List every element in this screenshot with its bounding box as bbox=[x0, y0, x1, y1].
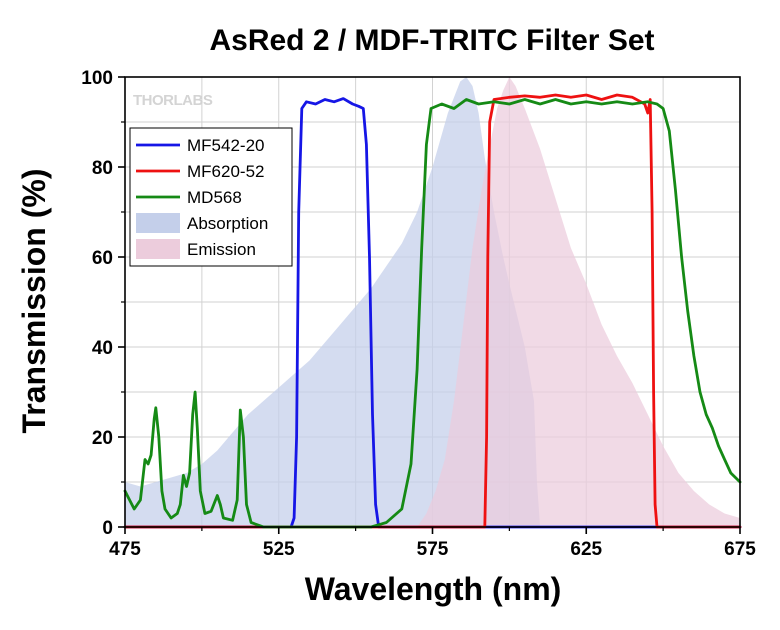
x-tick-label: 475 bbox=[109, 539, 141, 560]
area-absorption bbox=[125, 77, 740, 527]
thorlabs-logo: THORLABS bbox=[133, 92, 213, 109]
legend-label: MD568 bbox=[187, 188, 242, 207]
x-tick-label: 675 bbox=[724, 539, 756, 560]
legend-label: MF620-52 bbox=[187, 162, 264, 181]
y-tick-label: 80 bbox=[92, 158, 113, 179]
area-emission bbox=[417, 77, 740, 527]
legend-label: Absorption bbox=[187, 214, 268, 233]
x-tick-label: 575 bbox=[417, 539, 449, 560]
axes: 475 525 575 625 675 0 20 40 60 80 100 bbox=[81, 68, 756, 560]
y-axis-label: Transmission (%) bbox=[16, 169, 52, 434]
chart-title: AsRed 2 / MDF-TRITC Filter Set bbox=[209, 24, 654, 57]
legend-label: MF542-20 bbox=[187, 136, 264, 155]
legend-swatch bbox=[136, 239, 180, 259]
line-mf542-20 bbox=[123, 97, 742, 529]
y-tick-label: 40 bbox=[92, 338, 113, 359]
y-tick-label: 60 bbox=[92, 248, 113, 269]
x-tick-label: 625 bbox=[570, 539, 602, 560]
line-mf620-52 bbox=[123, 93, 742, 529]
legend: MF542-20 MF620-52 MD568 Absorption Emission bbox=[129, 127, 293, 267]
legend-label: Emission bbox=[187, 240, 256, 259]
area-series bbox=[125, 77, 740, 527]
y-tick-label: 100 bbox=[81, 68, 113, 89]
line-series bbox=[123, 93, 742, 529]
y-tick-label: 20 bbox=[92, 428, 113, 449]
x-tick-label: 525 bbox=[263, 539, 295, 560]
line-md568 bbox=[123, 98, 742, 529]
y-tick-label: 0 bbox=[102, 518, 113, 539]
legend-swatch bbox=[136, 213, 180, 233]
x-axis-label: Wavelength (nm) bbox=[305, 571, 562, 607]
